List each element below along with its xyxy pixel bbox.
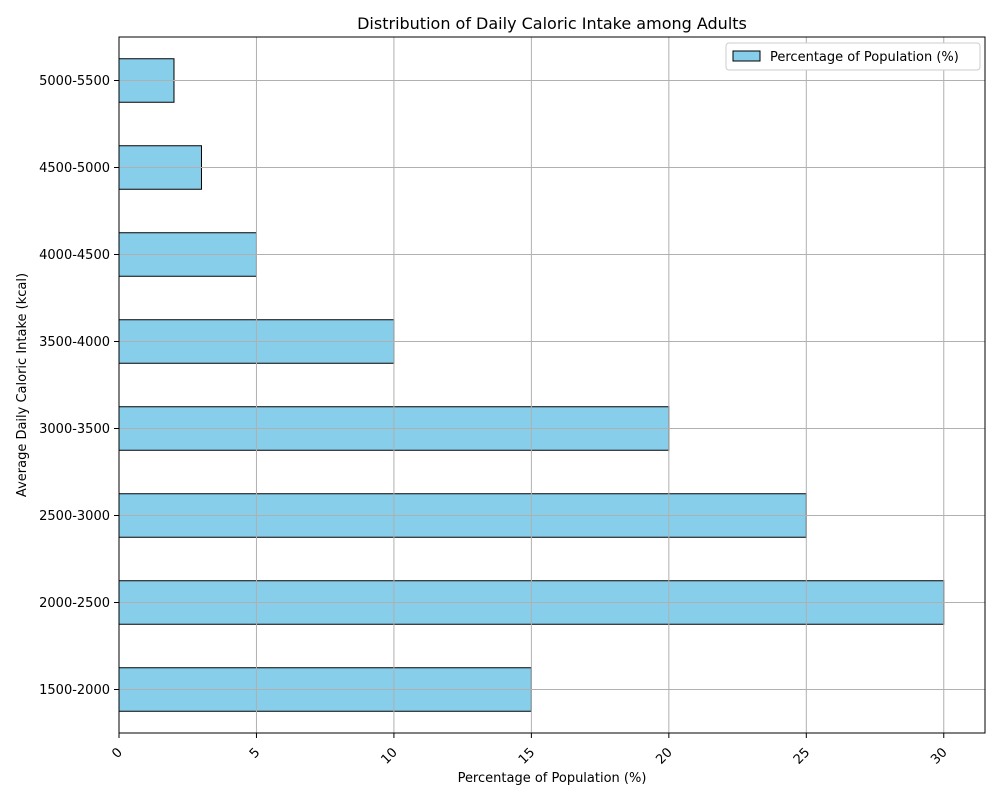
y-tick-label: 1500-2000 (39, 683, 110, 698)
bars (118, 37, 985, 733)
x-tick-label: 25 (791, 745, 813, 767)
y-tick-label: 2500-3000 (39, 509, 110, 524)
y-axis-ticks: 1500-2000 2000-2500 2500-3000 3000-3500 3500… (39, 74, 119, 698)
legend-label: Percentage of Population (%) (770, 50, 959, 65)
y-axis-label: Average Daily Caloric Intake (kcal) (15, 273, 30, 497)
x-tick-label: 15 (516, 745, 538, 767)
x-tick-label: 30 (928, 745, 950, 767)
chart-title: Distribution of Daily Caloric Intake amo… (357, 14, 747, 33)
legend: Percentage of Population (%) (725, 42, 981, 71)
x-axis-label: Percentage of Population (%) (458, 771, 647, 786)
legend-box (725, 42, 981, 71)
y-tick-label: 2000-2500 (39, 596, 110, 611)
x-tick-label: 10 (378, 745, 400, 767)
y-tick-label: 3500-4000 (39, 335, 110, 350)
x-axis-ticks: 0 5 10 15 20 25 30 (109, 733, 951, 768)
legend-swatch (732, 50, 761, 62)
y-tick-label: 5000-5500 (39, 74, 110, 89)
y-tick-label: 4000-4500 (39, 248, 110, 263)
plot-frame (118, 36, 986, 734)
x-tick-label: 5 (247, 745, 263, 761)
x-tick-label: 20 (653, 745, 675, 767)
y-tick-label: 3000-3500 (39, 422, 110, 437)
x-tick-label: 0 (109, 745, 125, 761)
y-tick-label: 4500-5000 (39, 161, 110, 176)
